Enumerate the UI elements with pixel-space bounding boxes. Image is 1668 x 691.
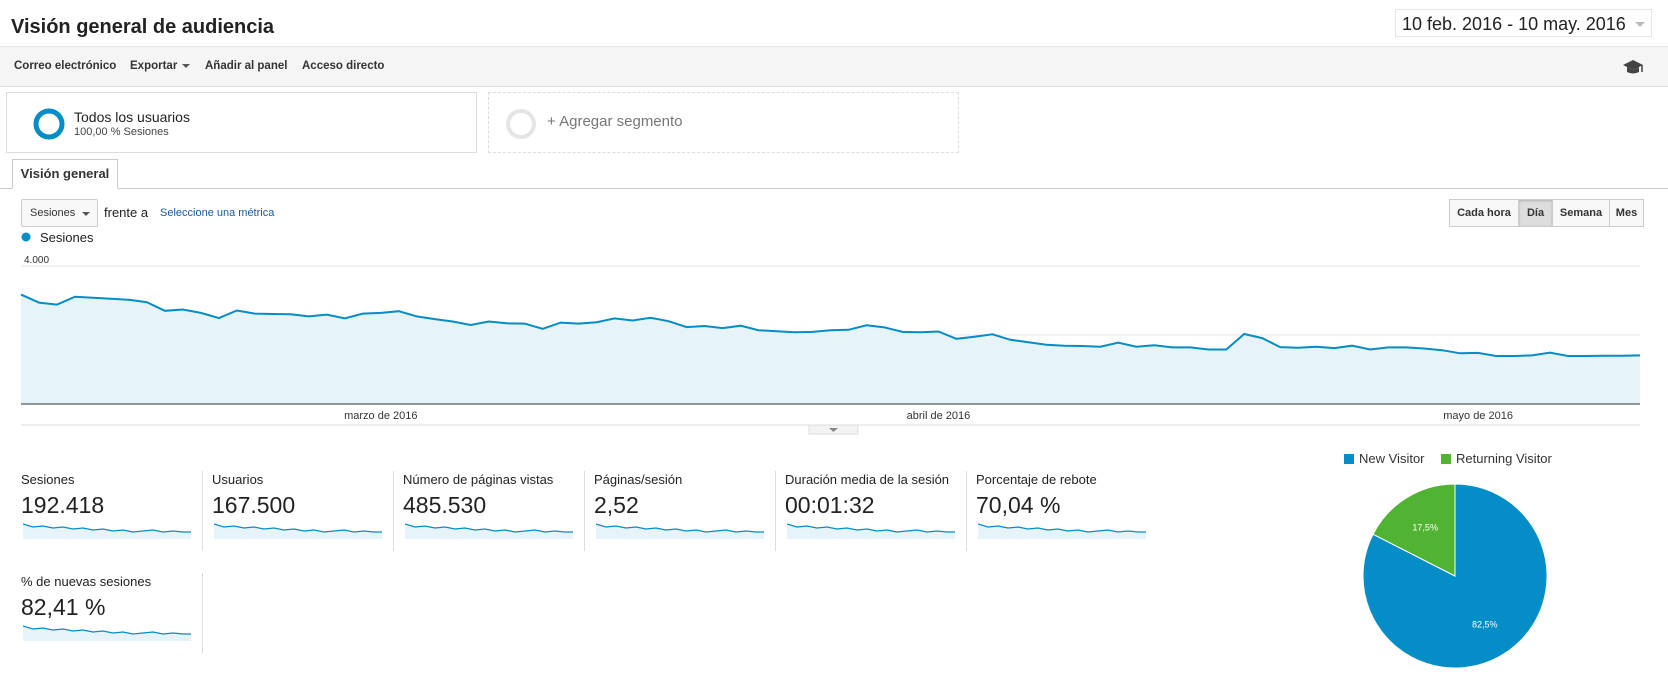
toolbar-button[interactable]: Correo electrónico: [14, 60, 117, 72]
metric-separator: [584, 471, 585, 551]
metric-separator: [775, 471, 776, 551]
granularity-button[interactable]: Día: [1518, 199, 1553, 227]
metric-dropdown[interactable]: Sesiones: [21, 199, 98, 227]
help-icon[interactable]: [1622, 59, 1644, 75]
sparkline-line: [978, 523, 1146, 533]
sparkline-line: [23, 625, 191, 635]
x-tick-label: abril de 2016: [907, 410, 971, 422]
legend-label: New Visitor: [1359, 451, 1425, 466]
metric-value: 2,52: [594, 492, 639, 518]
metric-name: Número de páginas vistas: [403, 472, 554, 487]
sparkline-line: [787, 523, 955, 533]
metric-tile: Duración media de la sesión 00:01:32: [785, 471, 976, 551]
x-tick-label: marzo de 2016: [344, 410, 417, 422]
area: [21, 294, 1640, 404]
metric-value: 192.418: [21, 492, 105, 518]
metric-separator: [202, 471, 203, 551]
metric-name: Sesiones: [21, 472, 75, 487]
metric-tile: Número de páginas vistas 485.530: [403, 471, 594, 551]
metric-name: Duración media de la sesión: [785, 472, 950, 487]
sparkline-line: [214, 523, 382, 533]
metric-value: 70,04 %: [976, 492, 1061, 518]
metric-tile: Usuarios 167.500: [212, 471, 403, 551]
toolbar: Correo electrónico Exportar Añadir al pa…: [0, 46, 1668, 87]
tab[interactable]: Visión general: [12, 159, 118, 189]
metric-separator: [202, 573, 203, 653]
line: [20, 293, 1641, 357]
legend-label: Sesiones: [40, 230, 94, 245]
segment-icon: [506, 109, 536, 139]
sparkline: [214, 523, 382, 539]
metric-tile: % de nuevas sesiones 82,41 %: [21, 573, 212, 653]
legend-marker: [1344, 454, 1354, 464]
metric-value: 82,41 %: [21, 594, 106, 620]
collapse-arrow: [829, 428, 838, 432]
tab-line: [0, 188, 1668, 189]
sparkline: [596, 523, 764, 539]
sparkline: [978, 523, 1146, 539]
metric-name: Páginas/sesión: [594, 472, 683, 487]
sparkline-line: [23, 523, 191, 533]
sparkline: [23, 523, 191, 539]
toolbar-button[interactable]: Exportar: [130, 60, 190, 72]
legend-marker: [21, 232, 31, 242]
select-metric-link[interactable]: Seleccione una métrica: [160, 207, 275, 219]
metric-name: Usuarios: [212, 472, 264, 487]
versus-label: frente a: [104, 205, 149, 220]
pie-chart: New Visitor Returning Visitor 82,5% 17,5%: [1344, 451, 1553, 669]
pie-slice: [1372, 483, 1456, 577]
sparkline: [23, 625, 191, 641]
metric-tile: Porcentaje de rebote 70,04 %: [976, 471, 1167, 551]
sparkline: [787, 523, 955, 539]
pie-label: 82,5%: [1472, 620, 1498, 630]
metric-value: 485.530: [403, 492, 487, 518]
sparkline: [405, 523, 573, 539]
toolbar-button[interactable]: Acceso directo: [302, 60, 385, 72]
segment-icon: [33, 108, 65, 140]
granularity-button[interactable]: Mes: [1609, 199, 1644, 227]
metric-name: % de nuevas sesiones: [21, 574, 152, 589]
granularity-button[interactable]: Cada hora: [1449, 199, 1519, 227]
legend-label: Returning Visitor: [1456, 451, 1553, 466]
sparkline-line: [405, 523, 573, 533]
page-title: Visión general de audiencia: [11, 16, 275, 38]
legend-marker: [1441, 454, 1451, 464]
metric-separator: [393, 471, 394, 551]
metric-tile: Sesiones 192.418: [21, 471, 212, 551]
segment-detail: 100,00 % Sesiones: [74, 126, 169, 138]
segment-card[interactable]: Todos los usuarios 100,00 % Sesiones: [6, 92, 477, 153]
add-segment-label: + Agregar segmento: [547, 113, 683, 130]
add-segment[interactable]: + Agregar segmento: [488, 92, 959, 153]
toolbar-button[interactable]: Añadir al panel: [205, 60, 288, 72]
metric-name: Porcentaje de rebote: [976, 472, 1097, 487]
metric-separator: [966, 471, 967, 551]
metric-tile: Páginas/sesión 2,52: [594, 471, 785, 551]
metric-value: 167.500: [212, 492, 296, 518]
segment-name: Todos los usuarios: [74, 109, 190, 125]
metric-value: 00:01:32: [785, 492, 875, 518]
pie-label: 17,5%: [1412, 522, 1438, 532]
sparkline-line: [596, 523, 764, 533]
date-range[interactable]: 10 feb. 2016 - 10 may. 2016: [1395, 9, 1652, 37]
x-tick-label: mayo de 2016: [1443, 410, 1513, 422]
y-tick-label: 4.000: [24, 255, 49, 266]
granularity-button[interactable]: Semana: [1552, 199, 1610, 227]
